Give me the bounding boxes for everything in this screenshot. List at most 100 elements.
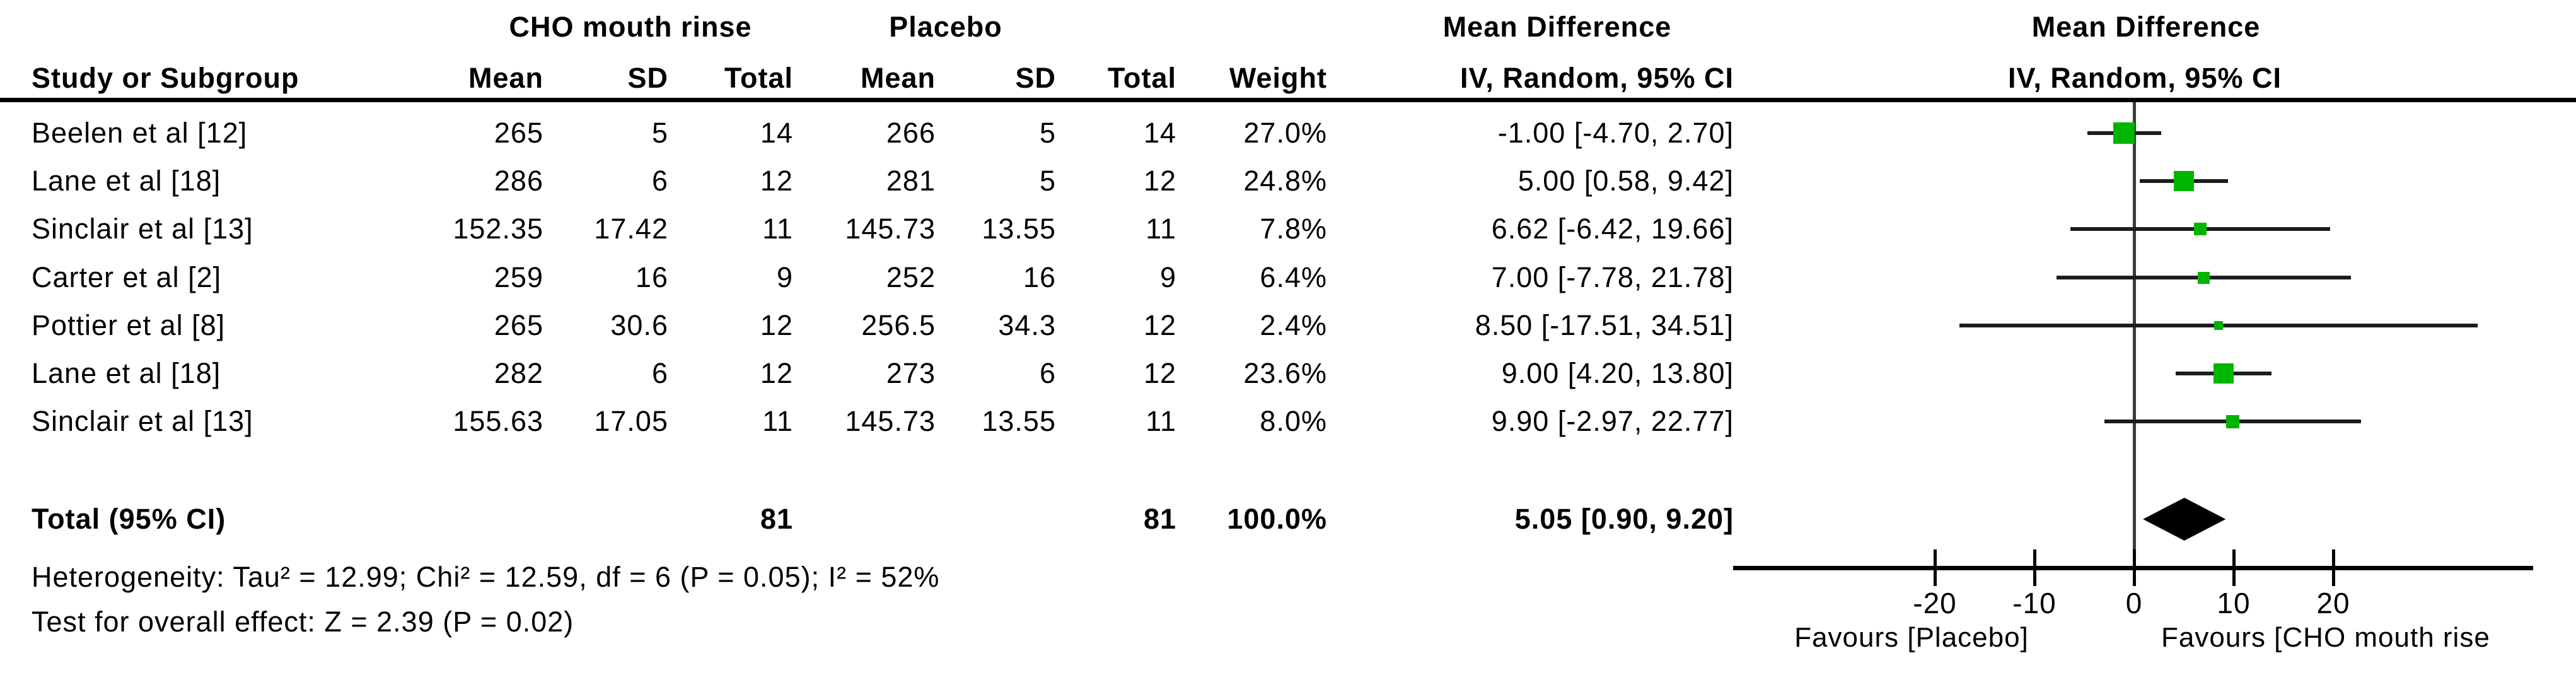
study-label: Carter et al [2]	[32, 261, 222, 293]
cho-sd: 16	[635, 261, 668, 293]
cho-total: 14	[760, 117, 793, 149]
zero-effect-line	[2133, 102, 2136, 568]
study-row: Lane et al [18] 286 6 12 281 5 12 24.8% …	[0, 165, 2576, 197]
total-placebo-total: 81	[1143, 503, 1176, 535]
cho-mean: 286	[494, 165, 543, 197]
placebo-mean: 252	[886, 261, 936, 293]
column-header-placebo-total: Total	[1107, 62, 1176, 94]
effect-square	[2198, 271, 2210, 284]
study-row: Sinclair et al [13] 155.63 17.05 11 145.…	[0, 405, 2576, 438]
cho-sd: 17.42	[594, 213, 668, 245]
cho-total: 12	[760, 165, 793, 197]
weight-value: 24.8%	[1243, 165, 1327, 197]
weight-value: 2.4%	[1260, 309, 1327, 341]
effect-square	[2113, 122, 2135, 144]
placebo-mean: 281	[886, 165, 936, 197]
cho-sd: 30.6	[610, 309, 668, 341]
effect-square	[2193, 223, 2207, 235]
axis-tick	[2033, 549, 2036, 586]
placebo-sd: 34.3	[998, 309, 1056, 341]
total-row: Total (95% CI) 81 81 100.0% 5.05 [0.90, …	[0, 503, 2576, 536]
plot-header-mean-difference: Mean Difference	[2031, 11, 2261, 43]
effect-square	[2214, 321, 2224, 330]
header-divider-line	[0, 98, 2576, 102]
cho-total: 11	[762, 213, 793, 245]
axis-tick-label: 0	[2125, 587, 2143, 619]
weight-value: 7.8%	[1260, 213, 1327, 245]
ci-text: 6.62 [-6.42, 19.66]	[1491, 213, 1734, 245]
cho-mean: 282	[494, 357, 543, 389]
column-header-placebo-mean: Mean	[860, 62, 936, 94]
cho-mean: 265	[494, 117, 543, 149]
axis-tick	[1933, 549, 1937, 586]
cho-sd: 6	[651, 165, 668, 197]
column-header-weight: Weight	[1229, 62, 1327, 94]
cho-sd: 6	[651, 357, 668, 389]
study-row: Pottier et al [8] 265 30.6 12 256.5 34.3…	[0, 309, 2576, 342]
study-row: Lane et al [18] 282 6 12 273 6 12 23.6% …	[0, 357, 2576, 390]
cho-total: 11	[762, 405, 793, 437]
favours-left-label: Favours [Placebo]	[1794, 622, 2029, 653]
placebo-sd: 13.55	[982, 405, 1056, 437]
placebo-mean: 256.5	[861, 309, 936, 341]
placebo-sd: 6	[1039, 357, 1056, 389]
axis-tick	[2331, 549, 2335, 586]
ci-text: 9.00 [4.20, 13.80]	[1501, 357, 1734, 389]
axis-tick-label: 10	[2217, 587, 2251, 619]
column-group-header-mean-difference-text: Mean Difference	[1442, 11, 1672, 43]
ci-text: 8.50 [-17.51, 34.51]	[1475, 309, 1734, 341]
cho-sd: 5	[651, 117, 668, 149]
group-header-cho: CHO mouth rinse	[509, 11, 752, 43]
plot-header-iv-ci: IV, Random, 95% CI	[2008, 62, 2282, 94]
effect-square	[2174, 171, 2194, 191]
cho-mean: 152.35	[453, 213, 543, 245]
placebo-sd: 16	[1023, 261, 1056, 293]
total-label: Total (95% CI)	[32, 503, 226, 535]
placebo-total: 12	[1143, 357, 1176, 389]
column-header-placebo-sd: SD	[1015, 62, 1056, 94]
study-row: Carter et al [2] 259 16 9 252 16 9 6.4% …	[0, 261, 2576, 294]
study-label: Pottier et al [8]	[32, 309, 226, 341]
axis-tick-label: -20	[1913, 587, 1957, 619]
cho-mean: 259	[494, 261, 543, 293]
heterogeneity-stats: Heterogeneity: Tau² = 12.99; Chi² = 12.5…	[32, 561, 940, 593]
favours-right-label: Favours [CHO mouth rise	[2161, 622, 2490, 653]
placebo-total: 12	[1143, 165, 1176, 197]
study-label: Beelen et al [12]	[32, 117, 248, 149]
placebo-total: 11	[1146, 405, 1176, 437]
column-header-study: Study or Subgroup	[32, 62, 299, 94]
column-header-cho-mean: Mean	[468, 62, 543, 94]
total-cho-total: 81	[760, 503, 793, 535]
total-weight: 100.0%	[1227, 503, 1327, 535]
study-label: Lane et al [18]	[32, 165, 221, 197]
placebo-mean: 145.73	[845, 405, 936, 437]
cho-total: 9	[776, 261, 793, 293]
weight-value: 6.4%	[1260, 261, 1327, 293]
effect-square	[2213, 363, 2234, 384]
study-row: Beelen et al [12] 265 5 14 266 5 14 27.0…	[0, 117, 2576, 150]
placebo-mean: 266	[886, 117, 936, 149]
total-ci-text: 5.05 [0.90, 9.20]	[1514, 503, 1734, 535]
placebo-sd: 5	[1039, 165, 1056, 197]
cho-mean: 265	[494, 309, 543, 341]
ci-text: 7.00 [-7.78, 21.78]	[1491, 261, 1734, 293]
axis-tick	[2232, 549, 2236, 586]
column-header-iv-ci: IV, Random, 95% CI	[1460, 62, 1734, 94]
cho-sd: 17.05	[594, 405, 668, 437]
placebo-sd: 13.55	[982, 213, 1056, 245]
study-row: Sinclair et al [13] 152.35 17.42 11 145.…	[0, 213, 2576, 245]
column-header-cho-sd: SD	[627, 62, 668, 94]
study-label: Sinclair et al [13]	[32, 405, 253, 437]
cho-mean: 155.63	[453, 405, 543, 437]
weight-value: 27.0%	[1243, 117, 1327, 149]
cho-total: 12	[760, 357, 793, 389]
effect-square	[2225, 414, 2239, 428]
placebo-sd: 5	[1039, 117, 1056, 149]
study-label: Sinclair et al [13]	[32, 213, 253, 245]
placebo-total: 12	[1143, 309, 1176, 341]
placebo-total: 11	[1146, 213, 1176, 245]
cho-total: 12	[760, 309, 793, 341]
overall-effect-stats: Test for overall effect: Z = 2.39 (P = 0…	[32, 606, 574, 638]
placebo-total: 14	[1143, 117, 1176, 149]
